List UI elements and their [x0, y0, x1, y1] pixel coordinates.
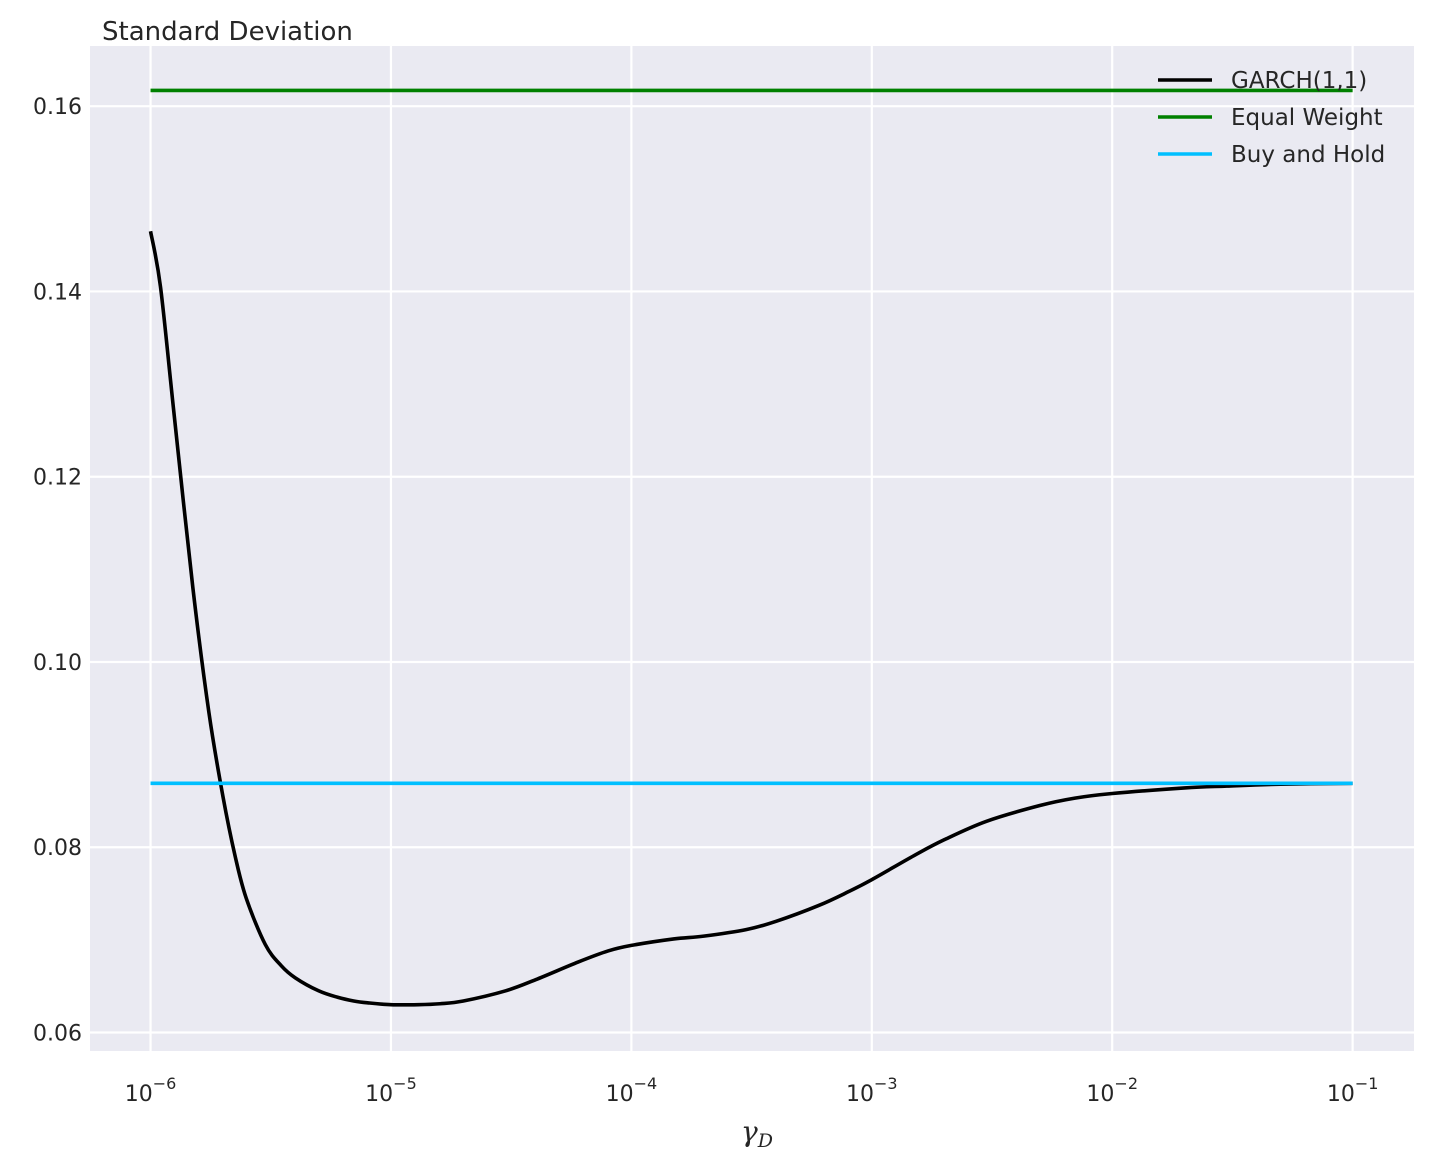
x-axis-ticks: 10−6 10−5 10−4 10−3 10−2 10−1 [125, 1074, 1379, 1107]
series-line-0 [148, 230, 1353, 1007]
x-tick-label: 10−1 [1327, 1074, 1379, 1107]
grid [90, 46, 1414, 1051]
x-tick-label: 10−5 [365, 1074, 417, 1107]
legend-label: Equal Weight [1231, 105, 1383, 131]
x-tick-label: 10−6 [125, 1074, 177, 1107]
x-axis-label-symbol: γ [741, 1115, 758, 1148]
y-tick-label: 0.10 [33, 651, 82, 676]
x-axis-label: γD [741, 1115, 773, 1152]
x-axis-label-subscript: D [757, 1130, 773, 1152]
y-axis-ticks: 0.06 0.08 0.10 0.12 0.14 0.16 [33, 95, 82, 1046]
y-tick-label: 0.08 [33, 836, 82, 861]
y-tick-label: 0.14 [33, 280, 82, 305]
x-tick-label: 10−3 [846, 1074, 898, 1107]
series-layer [148, 88, 1353, 1007]
x-tick-label: 10−2 [1086, 1074, 1138, 1107]
legend-label: GARCH(1,1) [1231, 68, 1367, 94]
legend: GARCH(1,1) Equal Weight Buy and Hold [1158, 68, 1385, 168]
y-tick-label: 0.06 [33, 1021, 82, 1046]
x-tick-label: 10−4 [606, 1074, 658, 1107]
chart-title: Standard Deviation [102, 17, 353, 47]
plot-area [90, 46, 1414, 1051]
y-tick-label: 0.16 [33, 95, 82, 120]
y-tick-label: 0.12 [33, 466, 82, 491]
legend-label: Buy and Hold [1231, 142, 1385, 168]
